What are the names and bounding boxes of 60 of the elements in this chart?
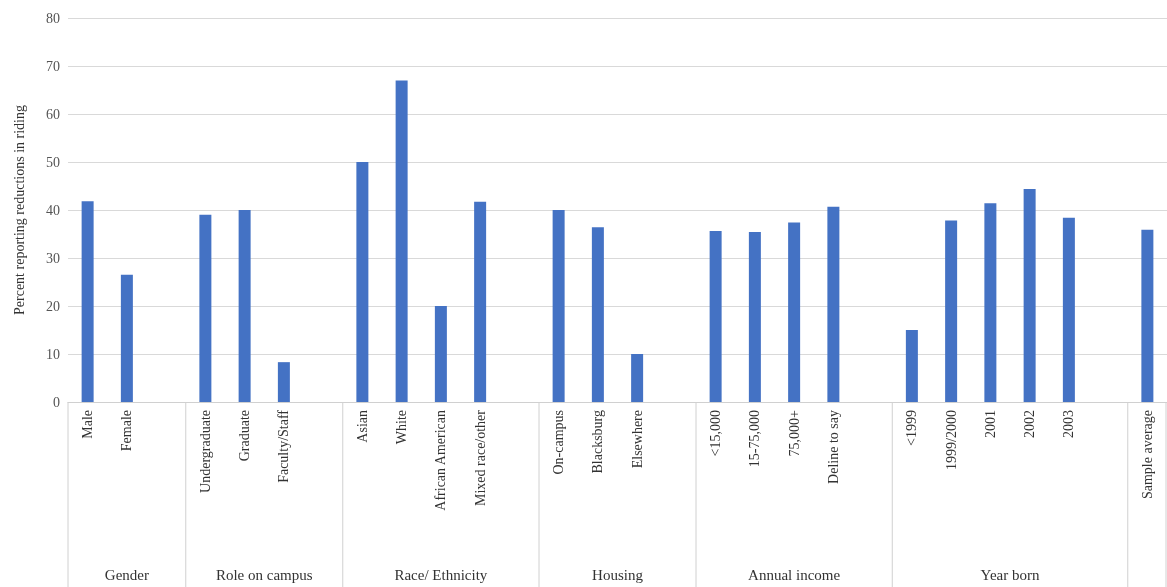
- x-tick-label: On-campus: [551, 410, 567, 475]
- bar: [984, 203, 997, 402]
- y-tick-label: 40: [46, 202, 60, 218]
- bar: [434, 306, 447, 402]
- bar: [788, 222, 801, 402]
- x-tick-label: Mixed race/other: [472, 409, 488, 507]
- text: Gender: [104, 567, 149, 583]
- x-tick-label: 2003: [1061, 410, 1077, 438]
- bar: [1062, 217, 1075, 402]
- text: Race/ Ethnicity: [394, 567, 488, 583]
- bar: [277, 362, 290, 402]
- x-tick-label: 2002: [1022, 410, 1038, 438]
- y-tick-label: 0: [53, 394, 60, 410]
- bar: [905, 330, 918, 402]
- x-tick-label: Female: [119, 410, 135, 452]
- text: Housing: [592, 567, 644, 583]
- x-tick-label: 75,000+: [786, 409, 802, 457]
- bar: [945, 220, 958, 402]
- bar: [474, 201, 487, 402]
- bar: [356, 162, 369, 402]
- y-tick-label: 60: [46, 106, 60, 122]
- text: Role on campus: [215, 567, 313, 583]
- y-tick-label: 70: [46, 58, 60, 74]
- text: Year born: [980, 567, 1040, 583]
- y-tick-label: 80: [46, 10, 60, 26]
- x-tick-label: Deline to say: [825, 410, 841, 484]
- bar: [709, 231, 722, 402]
- x-tick-label: African American: [433, 410, 449, 511]
- x-tick-label: White: [394, 410, 410, 445]
- y-tick-label: 10: [46, 346, 60, 362]
- x-tick-label: 1999/2000: [943, 410, 959, 470]
- x-tick-label: Asian: [354, 410, 370, 443]
- bar: [631, 354, 644, 402]
- text: Annual income: [748, 567, 841, 583]
- bar: [120, 274, 133, 402]
- y-tick-label: 30: [46, 250, 60, 266]
- bar: [81, 201, 94, 402]
- x-tick-label: <15,000: [708, 410, 724, 457]
- x-tick-label: Male: [80, 410, 96, 439]
- x-tick-label: Blacksburg: [590, 410, 606, 474]
- x-tick-label: Undergraduate: [197, 410, 213, 493]
- x-tick-label: Elsewhere: [629, 410, 645, 469]
- bar: [238, 210, 251, 402]
- bar: [395, 80, 408, 402]
- y-axis-title: Percent reporting reductions in riding: [11, 105, 27, 315]
- x-tick-label: Faculty/Staff: [276, 409, 292, 483]
- y-tick-label: 20: [46, 298, 60, 314]
- bar: [827, 206, 840, 402]
- bar: [1141, 229, 1154, 402]
- x-tick-label: Graduate: [237, 410, 253, 462]
- bar: [748, 232, 761, 402]
- bar: [199, 214, 212, 402]
- bar: [552, 210, 565, 402]
- x-tick-label: Sample average: [1139, 410, 1155, 500]
- x-tick-label: 15-75,000: [747, 410, 763, 468]
- bar: [1023, 188, 1036, 402]
- x-tick-label: <1999: [904, 410, 920, 446]
- y-tick-label: 50: [46, 154, 60, 170]
- x-tick-label: 2001: [982, 410, 998, 438]
- bar: [591, 227, 604, 402]
